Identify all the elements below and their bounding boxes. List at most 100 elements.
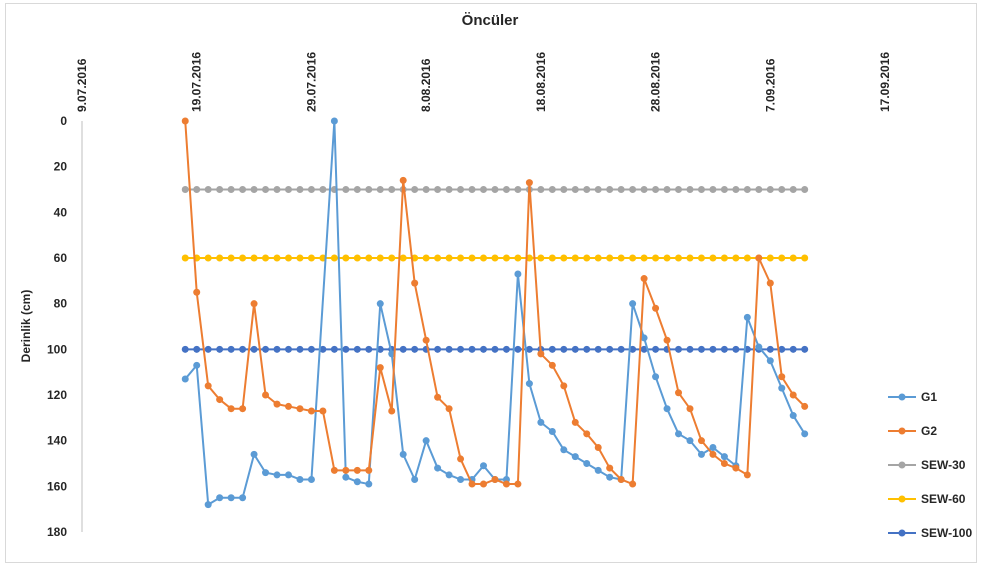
data-point-sew-60 [743,254,751,262]
legend-item-g1: G1 [888,390,937,404]
data-point-g2 [399,176,407,184]
legend-swatch-marker [898,393,906,401]
x-tick-label: 8.08.2016 [419,58,433,112]
data-point-g2 [720,460,728,467]
data-point-sew-30 [262,186,270,193]
data-point-g1 [227,494,235,502]
legend-item-g2: G2 [888,424,937,438]
data-point-g1 [296,475,304,483]
data-point-g2 [284,402,292,410]
y-tick-label: 100 [47,342,67,356]
data-point-g1 [365,480,373,488]
data-point-g1 [330,117,338,125]
data-point-sew-30 [193,186,201,193]
data-point-sew-30 [583,186,591,193]
data-point-g2 [388,407,396,415]
data-point-sew-100 [204,345,212,353]
data-point-sew-60 [204,254,212,262]
data-point-sew-60 [720,254,728,262]
data-point-g1 [422,437,430,445]
data-point-sew-30 [250,186,258,193]
x-tick-label: 7.09.2016 [763,58,777,112]
data-point-sew-60 [801,254,809,262]
data-point-sew-100 [376,345,384,353]
data-point-sew-100 [502,345,510,353]
data-point-sew-60 [342,254,350,262]
data-point-sew-60 [262,254,270,262]
data-point-g2 [204,382,212,390]
data-point-sew-100 [629,345,637,353]
data-point-sew-60 [227,254,235,262]
data-point-sew-100 [411,345,419,353]
data-point-sew-100 [434,345,442,353]
data-point-sew-60 [606,254,614,262]
chart-frame [5,3,977,563]
data-point-sew-60 [457,254,465,262]
x-tick-label: 9.07.2016 [75,58,89,112]
data-point-g1 [720,453,728,461]
data-point-sew-100 [181,345,189,353]
data-point-sew-30 [273,186,281,193]
data-point-g1 [181,375,189,383]
data-point-sew-60 [353,254,361,262]
data-point-g1 [583,460,591,467]
data-point-sew-60 [571,254,579,262]
data-point-sew-60 [216,254,224,262]
data-point-g2 [640,275,648,283]
data-point-sew-60 [514,254,522,262]
data-point-g2 [663,336,671,344]
data-point-g2 [353,466,361,474]
data-point-sew-100 [675,345,683,353]
data-point-sew-60 [388,254,396,262]
data-point-g2 [594,444,602,452]
data-point-g2 [307,407,315,415]
series-sew-100 [181,345,809,353]
data-point-g2 [560,382,568,390]
data-point-sew-100 [284,345,292,353]
data-point-sew-60 [686,254,694,262]
data-point-sew-30 [766,186,774,193]
data-point-g2 [457,455,465,463]
data-point-sew-100 [250,345,258,353]
data-point-sew-30 [434,186,442,193]
data-point-g2 [686,405,694,413]
data-point-sew-60 [491,254,499,262]
y-tick-label: 60 [54,251,68,265]
data-point-g1 [537,418,545,426]
data-point-sew-100 [686,345,694,353]
legend-item-sew-60: SEW-60 [888,492,966,506]
data-point-g2 [675,389,683,397]
data-point-g1 [376,300,384,308]
data-point-sew-30 [514,186,522,193]
data-point-sew-30 [181,186,189,193]
legend-item-sew-30: SEW-30 [888,458,966,472]
data-point-sew-100 [468,345,476,353]
data-point-g1 [675,430,683,438]
data-point-sew-100 [732,345,740,353]
data-point-g2 [365,466,373,474]
data-point-sew-60 [583,254,591,262]
legend-swatch-marker [898,495,906,503]
data-point-sew-30 [617,186,625,193]
data-point-g2 [617,475,625,483]
data-point-sew-30 [480,186,487,193]
data-point-sew-60 [365,254,373,262]
data-point-g2 [709,450,717,458]
data-point-sew-60 [434,254,442,262]
data-point-g1 [686,437,694,445]
data-point-sew-30 [675,186,683,193]
data-point-sew-100 [353,345,361,353]
data-point-sew-30 [491,186,499,193]
data-point-sew-100 [445,345,453,353]
data-point-sew-100 [227,345,235,353]
data-point-sew-60 [445,254,453,262]
data-point-g2 [227,405,235,413]
data-point-sew-30 [422,186,430,193]
data-point-g2 [652,304,660,312]
data-point-g2 [491,475,499,483]
data-point-g2 [319,407,327,415]
data-point-sew-100 [491,345,499,353]
data-point-sew-60 [422,254,430,262]
data-point-sew-30 [457,186,465,193]
data-point-g2 [548,361,556,369]
